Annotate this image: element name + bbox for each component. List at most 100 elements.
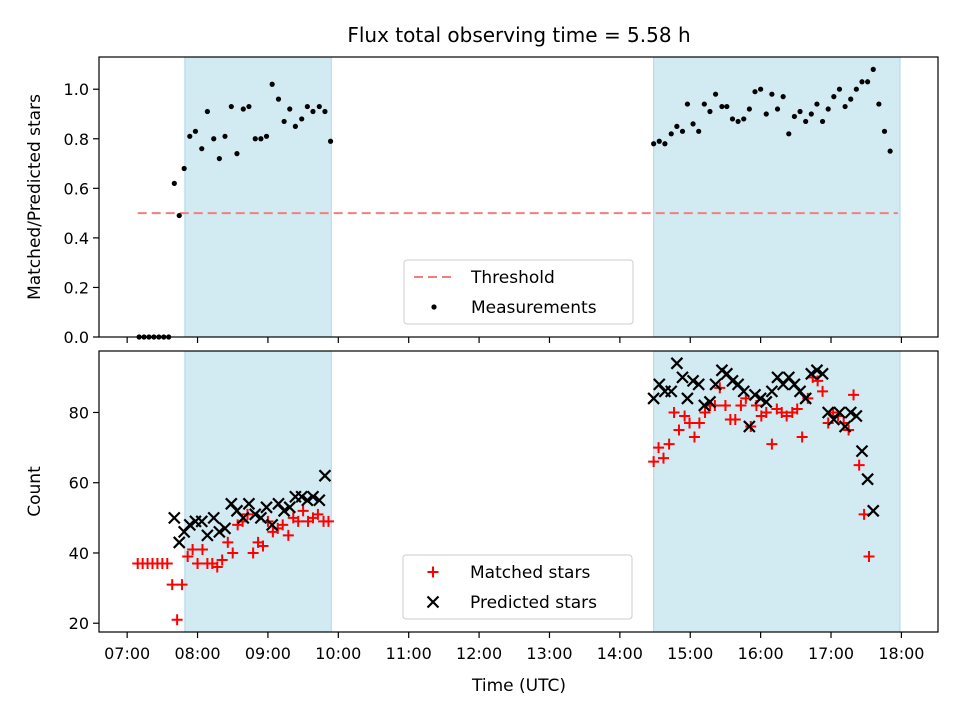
data-point (304, 103, 310, 110)
data-point (752, 89, 758, 95)
data-point (810, 364, 824, 377)
data-point (726, 374, 739, 388)
data-point (258, 136, 264, 142)
data-point (735, 118, 741, 125)
data-point (791, 113, 798, 120)
data-point (799, 392, 812, 405)
y-tick-label: 0.6 (64, 179, 89, 198)
data-point (260, 501, 273, 514)
data-point (679, 128, 686, 134)
data-point (724, 103, 730, 110)
data-point (698, 399, 711, 412)
y-tick-label: 20 (69, 614, 89, 633)
data-point (664, 385, 678, 398)
data-point (808, 111, 814, 117)
data-point (679, 410, 691, 422)
y-axis-label: Count (25, 466, 45, 517)
data-point (211, 136, 217, 142)
data-point (707, 108, 713, 115)
y-tick-label: 1.0 (64, 80, 89, 99)
data-point (246, 103, 252, 110)
data-point (743, 420, 756, 433)
data-point (848, 389, 860, 401)
data-point (161, 558, 173, 570)
data-point (780, 94, 786, 100)
shaded-interval (184, 350, 332, 633)
data-point (760, 406, 772, 418)
data-point (656, 138, 662, 144)
data-point (282, 529, 294, 541)
data-point (796, 431, 808, 443)
data-point (684, 417, 696, 429)
legend-swatch (431, 304, 437, 310)
data-point (850, 409, 863, 423)
data-point (295, 490, 308, 504)
data-point (166, 579, 178, 591)
data-point (313, 494, 326, 507)
data-point (297, 505, 309, 517)
data-point (292, 515, 304, 527)
data-point (748, 388, 762, 402)
data-point (168, 511, 181, 525)
data-point (831, 94, 837, 100)
data-point (681, 392, 694, 405)
legend: Matched stars Predicted stars (402, 554, 633, 620)
data-point (774, 106, 781, 112)
data-point (171, 180, 177, 186)
data-point (240, 106, 246, 112)
data-point (838, 420, 852, 433)
data-point (187, 543, 199, 555)
data-point (192, 558, 204, 570)
y-tick-label: 0.0 (64, 328, 89, 347)
data-point (234, 151, 240, 157)
legend-box (402, 554, 633, 620)
legend: Threshold Measurements (403, 259, 634, 325)
y-tick-label: 60 (69, 474, 89, 493)
x-tick-label: 14:00 (597, 644, 643, 663)
data-point (861, 472, 874, 486)
data-point (676, 371, 689, 384)
data-point (836, 86, 843, 92)
data-point (196, 543, 208, 555)
data-point (663, 438, 675, 450)
data-point (218, 522, 232, 535)
data-point (758, 86, 764, 92)
data-point (283, 501, 297, 514)
x-tick-label: 18:00 (878, 644, 924, 663)
data-point (183, 518, 197, 532)
data-point (696, 128, 702, 134)
data-point (670, 357, 684, 370)
data-point (819, 118, 826, 125)
data-point (201, 529, 214, 542)
data-point (248, 508, 262, 521)
data-point (171, 614, 183, 626)
data-point (252, 136, 258, 142)
legend-label: Matched stars (470, 563, 590, 583)
data-point (693, 417, 705, 429)
data-point (709, 378, 722, 391)
data-point (786, 131, 792, 137)
data-point (322, 108, 328, 115)
x-tick-label: 11:00 (386, 644, 432, 663)
data-point (735, 399, 747, 411)
data-point (222, 536, 234, 548)
data-point (227, 547, 239, 559)
data-point (684, 101, 691, 107)
y-tick-label: 80 (69, 403, 89, 422)
data-point (292, 123, 298, 129)
data-point (316, 103, 322, 110)
x-tick-label: 12:00 (456, 644, 502, 663)
data-point (855, 444, 869, 458)
data-point (812, 375, 824, 387)
data-point (647, 392, 660, 405)
data-point (181, 165, 187, 172)
data-point (299, 116, 305, 122)
y-tick-label: 0.4 (64, 229, 89, 248)
data-point (887, 148, 893, 154)
data-point (692, 378, 705, 391)
data-point (881, 128, 888, 134)
data-point (318, 469, 332, 482)
data-point (673, 424, 685, 436)
data-point (737, 385, 751, 398)
